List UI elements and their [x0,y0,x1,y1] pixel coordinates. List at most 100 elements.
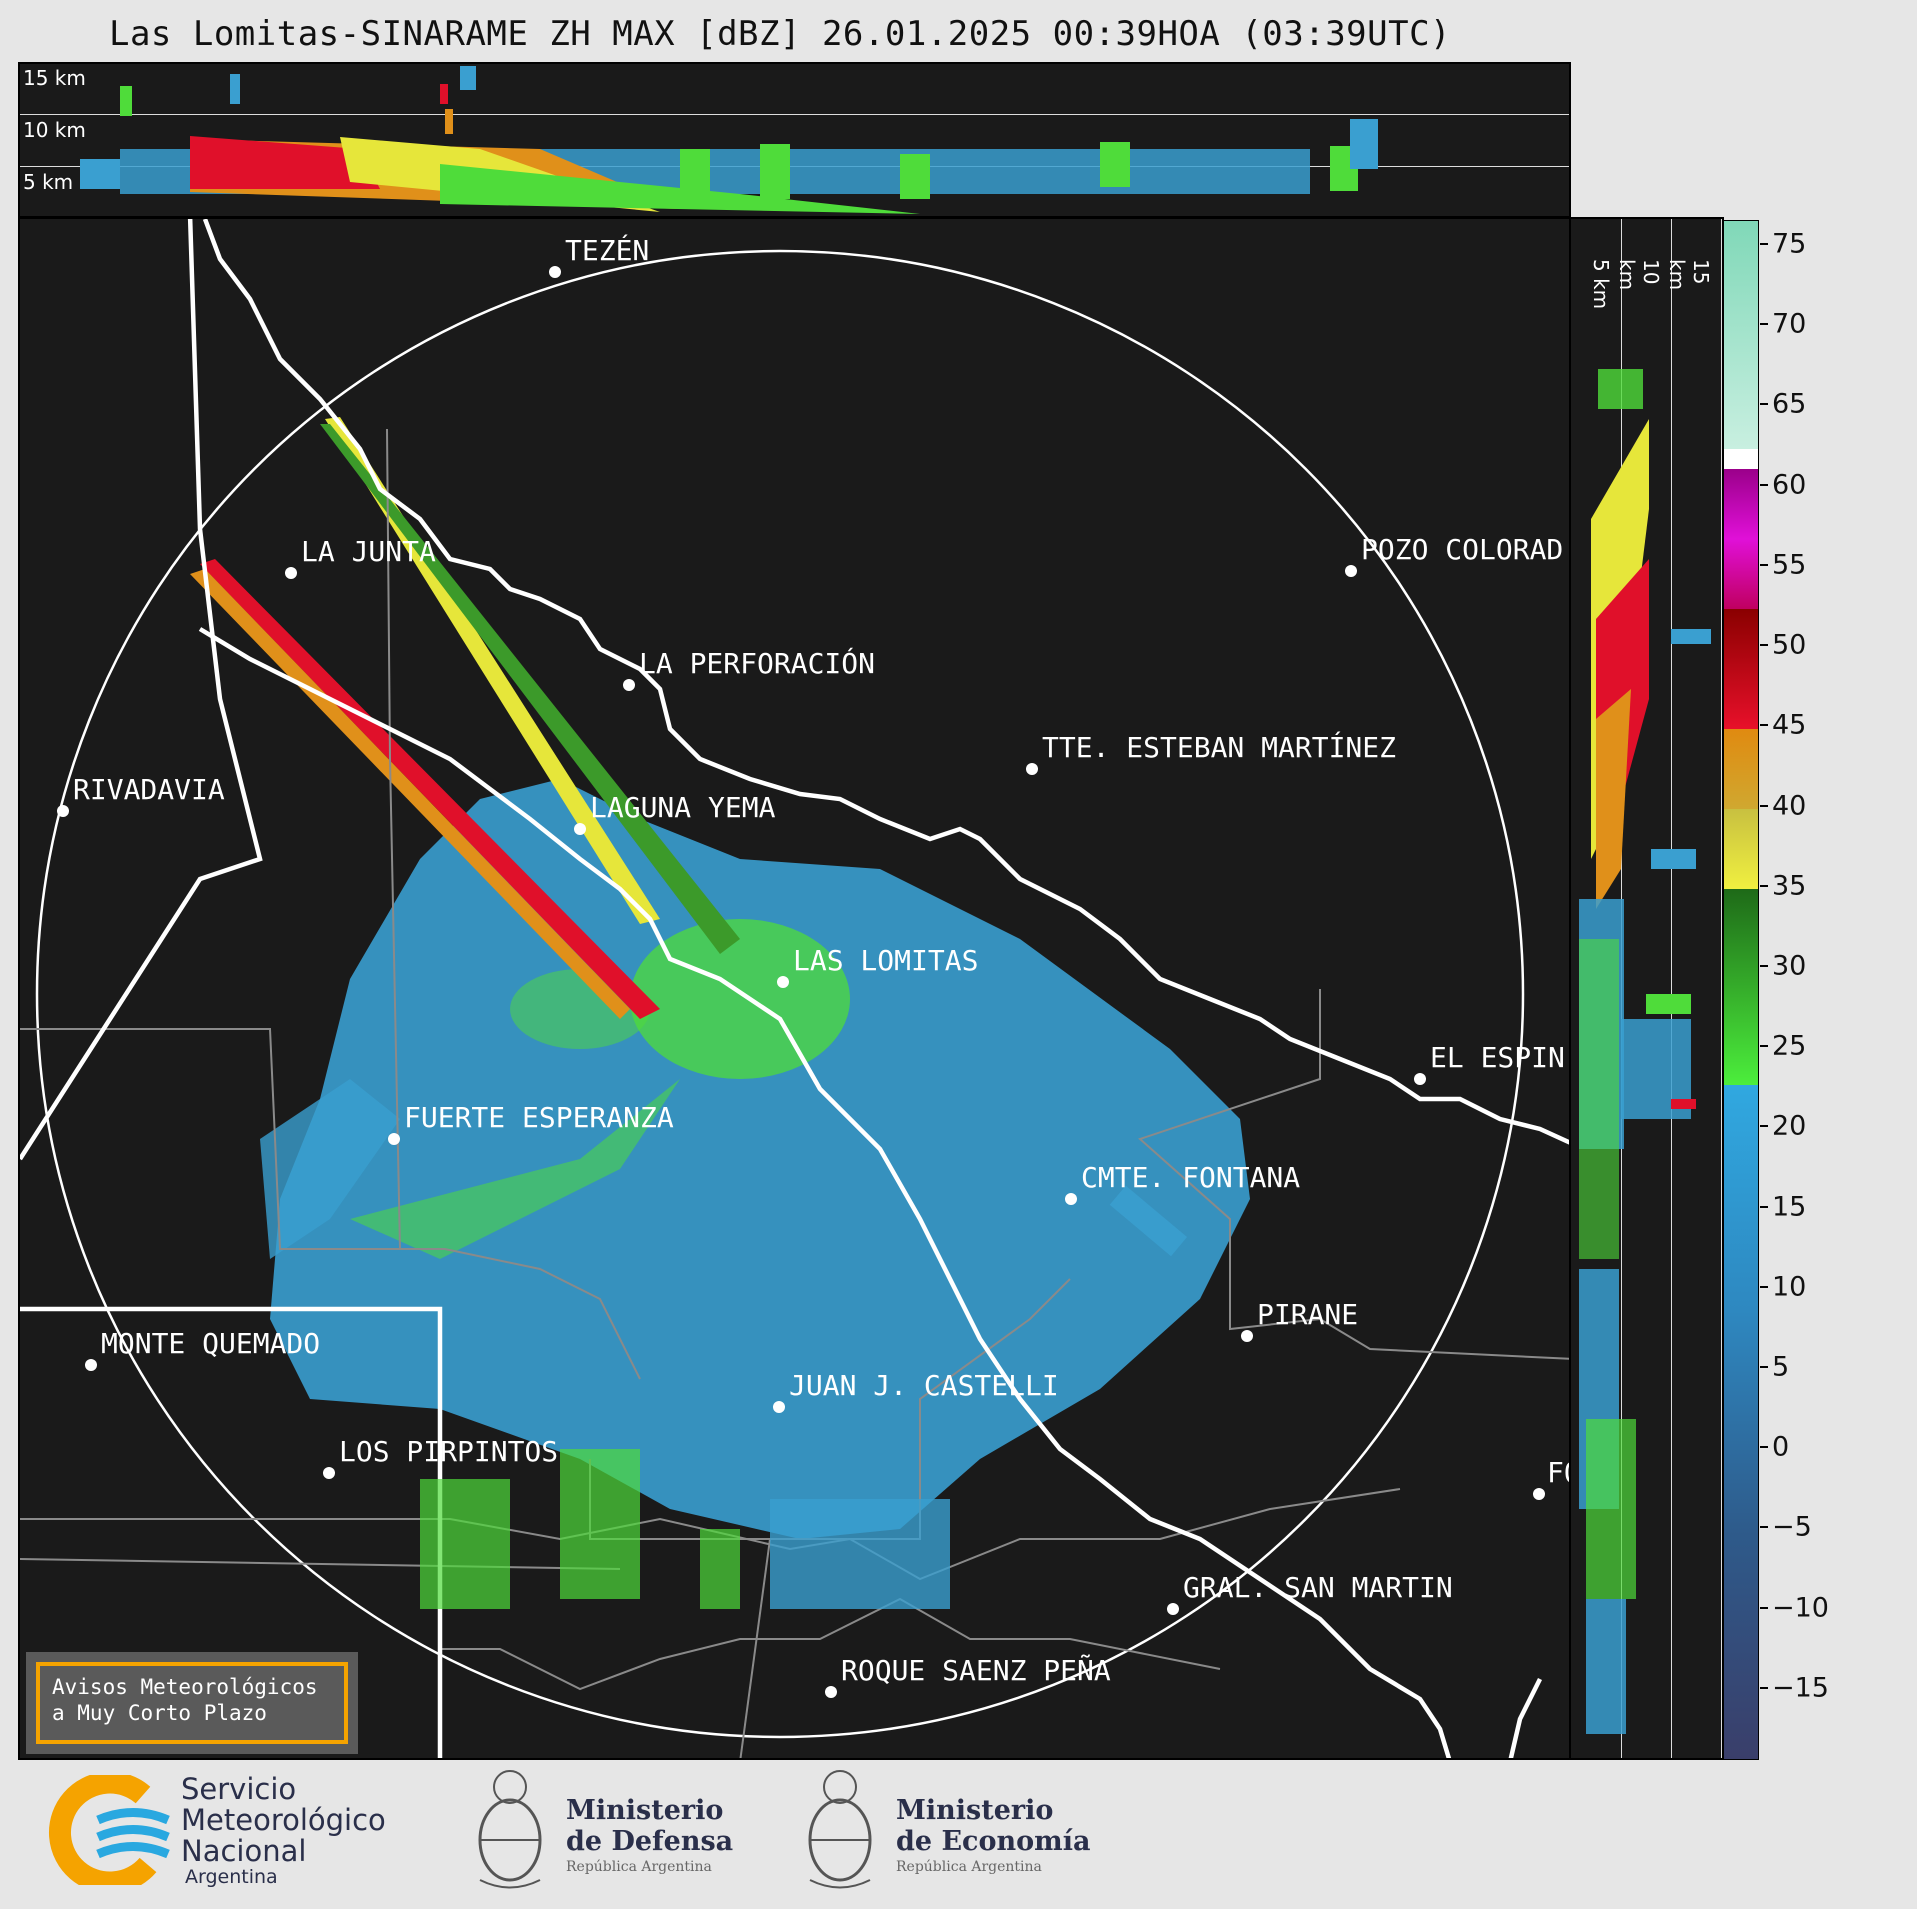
colorbar-tick [1760,1686,1768,1689]
city-label-rivadavia: RIVADAVIA [73,773,225,806]
radar-map [20,219,1569,1758]
city-dot-cmte-fontana [1065,1193,1077,1205]
colorbar-tick-label: 65 [1772,388,1807,420]
range-ring [35,249,1525,1739]
river-border-south [198,627,1452,1758]
city-dot-monte-quemado [85,1359,97,1371]
economia-line-1: Ministerio [896,1795,1054,1826]
side-gridline-10km [1671,219,1672,1758]
top-label-5km: 5 km [23,170,74,194]
city-label-cmte-fontana: CMTE. FONTANA [1081,1161,1301,1194]
yellow-spike [325,417,660,924]
city-label-laguna-yema: LAGUNA YEMA [590,791,776,824]
colorbar-tick-label: −10 [1772,1592,1829,1624]
colorbar [1723,220,1759,1760]
colorbar-tick-label: 50 [1772,629,1807,661]
colorbar-tick [1760,323,1768,326]
city-dot-rivadavia [57,805,69,817]
colorbar-tick-label: 45 [1772,709,1807,741]
city-dot-tezen [549,266,561,278]
side-cross-section-panel: 5 km 10 km 15 km [1569,217,1724,1760]
colorbar-tick-label: 20 [1772,1110,1807,1142]
weak-echo-region [270,779,1250,1539]
city-dot-tte-esteban-martinez [1026,763,1038,775]
city-dot-formosa [1533,1488,1545,1500]
side-gridline-15km [1721,219,1722,1758]
colorbar-tick-label: 0 [1772,1431,1790,1463]
colorbar-tick [1760,724,1768,727]
colorbar-tick-label: 35 [1772,870,1807,902]
city-dot-pirane [1241,1330,1253,1342]
city-dot-las-lomitas [777,976,789,988]
defensa-line-3: República Argentina [566,1859,712,1875]
colorbar-tick [1760,964,1768,967]
colorbar-segment-red [1724,609,1758,729]
colorbar-tick-label: 75 [1772,228,1807,260]
colorbar-tick [1760,644,1768,647]
city-label-los-pirpintos: LOS PIRPINTOS [339,1435,559,1468]
green-echo-core [630,919,850,1079]
smn-line-4: Argentina [185,1866,278,1888]
city-label-roque-saenz-pena: ROQUE SAENZ PEÑA [841,1654,1111,1687]
colorbar-tick [1760,1205,1768,1208]
argentina-coat-of-arms-icon [478,1770,542,1889]
colorbar-segment-green [1724,889,1758,1085]
colorbar-tick-label: 25 [1772,1030,1807,1062]
city-dot-pozo-colorado [1345,565,1357,577]
colorbar-segment-magenta [1724,469,1758,609]
colorbar-segment-white [1724,449,1758,469]
gridline-10km [20,114,1569,115]
city-label-la-perforacion: LA PERFORACIÓN [639,647,876,680]
colorbar-segment-teal [1724,221,1758,449]
colorbar-tick-label: 70 [1772,308,1807,340]
colorbar-tick [1760,804,1768,807]
colorbar-tick-label: 15 [1772,1191,1807,1223]
top-cross-section-echoes [80,66,1378,214]
city-dot-laguna-yema [574,823,586,835]
smn-line-3: Nacional [181,1834,307,1868]
colorbar-tick [1760,403,1768,406]
city-dot-los-pirpintos [323,1467,335,1479]
colorbar-tick [1760,1125,1768,1128]
economia-line-2: de Economía [896,1826,1091,1857]
warning-line-2: a Muy Corto Plazo [52,1701,267,1725]
smn-line-2: Meteorológico [181,1803,386,1837]
province-border-white-1 [20,219,263,1161]
city-label-fuerte-esperanza: FUERTE ESPERANZA [404,1101,674,1134]
colorbar-tick [1760,1526,1768,1529]
colorbar-tick [1760,243,1768,246]
defensa-line-1: Ministerio [566,1795,724,1826]
smn-logo-icon [48,1775,170,1885]
colorbar-tick [1760,483,1768,486]
top-label-10km: 10 km [23,118,86,142]
green-spike [320,424,740,954]
warning-box: Avisos Meteorológicos a Muy Corto Plazo [26,1652,358,1754]
city-label-tte-esteban-martinez: TTE. ESTEBAN MARTÍNEZ [1042,731,1397,764]
city-dot-juan-j-castelli [773,1401,785,1413]
warning-box-inner: Avisos Meteorológicos a Muy Corto Plazo [36,1662,348,1744]
colorbar-tick-label: 30 [1772,950,1807,982]
economia-line-3: República Argentina [896,1859,1042,1875]
colorbar-tick-label: 60 [1772,469,1807,501]
city-label-pozo-colorado: POZO COLORAD [1361,533,1564,566]
colorbar-tick-label: −15 [1772,1672,1829,1704]
smn-line-1: Servicio [181,1772,297,1806]
colorbar-tick-label: 5 [1772,1351,1790,1383]
warning-line-1: Avisos Meteorológicos [52,1675,318,1699]
colorbar-tick [1760,884,1768,887]
city-dot-fuerte-esperanza [388,1133,400,1145]
city-dot-gral-san-martin [1167,1603,1179,1615]
city-label-formosa: FO [1547,1456,1569,1489]
city-label-pirane: PIRANE [1257,1298,1359,1331]
city-label-juan-j-castelli: JUAN J. CASTELLI [789,1369,1059,1402]
colorbar-tick [1760,1045,1768,1048]
page-title: Las Lomitas-SINARAME ZH MAX [dBZ] 26.01.… [108,14,1452,54]
city-dot-roque-saenz-pena [825,1686,837,1698]
colorbar-tick [1760,1606,1768,1609]
colorbar-segment-yellow [1724,809,1758,889]
colorbar-tick [1760,1365,1768,1368]
colorbar-tick [1760,1285,1768,1288]
colorbar-tick-label: −5 [1772,1511,1812,1543]
radar-map-panel: TEZÉN LA JUNTA POZO COLORAD LA PERFORACI… [18,217,1571,1760]
city-label-las-lomitas: LAS LOMITAS [793,944,979,977]
